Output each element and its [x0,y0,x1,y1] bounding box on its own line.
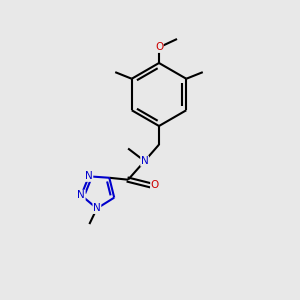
Text: O: O [155,42,163,52]
Text: N: N [141,156,148,166]
Text: N: N [85,171,93,181]
Text: O: O [151,180,159,190]
Text: N: N [93,203,101,214]
Text: N: N [77,190,85,200]
